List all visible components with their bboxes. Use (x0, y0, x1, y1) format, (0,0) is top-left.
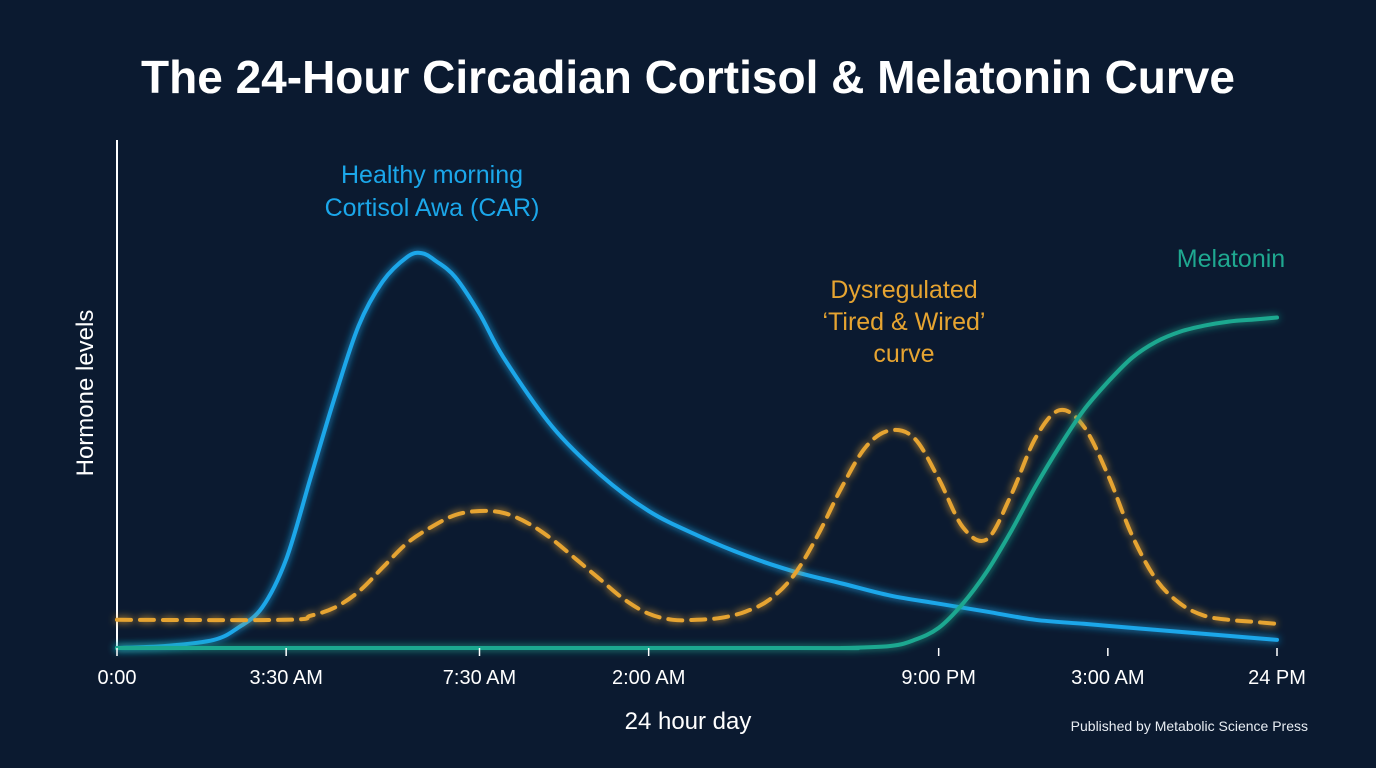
annotation-cortisol-line-1: Healthy morning (341, 161, 523, 189)
annotation-melatonin: Melatonin (1177, 245, 1285, 273)
annotation-tired-wired-line-2: ‘Tired & Wired’ (823, 308, 986, 336)
annotation-cortisol: Healthy morning Cortisol Awa (CAR) (325, 161, 540, 222)
y-axis-label: Hormone levels (72, 310, 99, 477)
x-tick-labels: 0:00 3:30 AM 7:30 AM 2:00 AM 9:00 PM 3:00 AM 2… (98, 648, 1306, 689)
series-layer (115, 250, 1279, 651)
annotation-tired-wired-line-1: Dysregulated (830, 276, 977, 304)
annotation-tired-wired-line-3: curve (873, 340, 934, 368)
x-tick-label-3: 7:30 AM (443, 667, 516, 689)
series-line-4 (115, 315, 1279, 651)
series-line-1 (115, 250, 1279, 650)
x-tick-label-5: 9:00 PM (901, 667, 975, 689)
annotation-tired-wired: Dysregulated ‘Tired & Wired’ curve (823, 276, 986, 368)
chart-title: The 24-Hour Circadian Cortisol & Melaton… (141, 51, 1235, 103)
x-tick-label-7: 24 PM (1248, 667, 1306, 689)
x-tick-label-4: 2:00 AM (612, 667, 685, 689)
x-tick-label-2: 3:30 AM (249, 667, 322, 689)
x-tick-label-1: 0:00 (98, 667, 137, 689)
x-axis-label: 24 hour day (625, 708, 752, 735)
x-tick-label-6: 3:00 AM (1071, 667, 1144, 689)
annotation-cortisol-line-2: Cortisol Awa (CAR) (325, 194, 540, 222)
publisher-credit: Published by Metabolic Science Press (1071, 718, 1308, 734)
series-line-2 (115, 407, 1279, 626)
